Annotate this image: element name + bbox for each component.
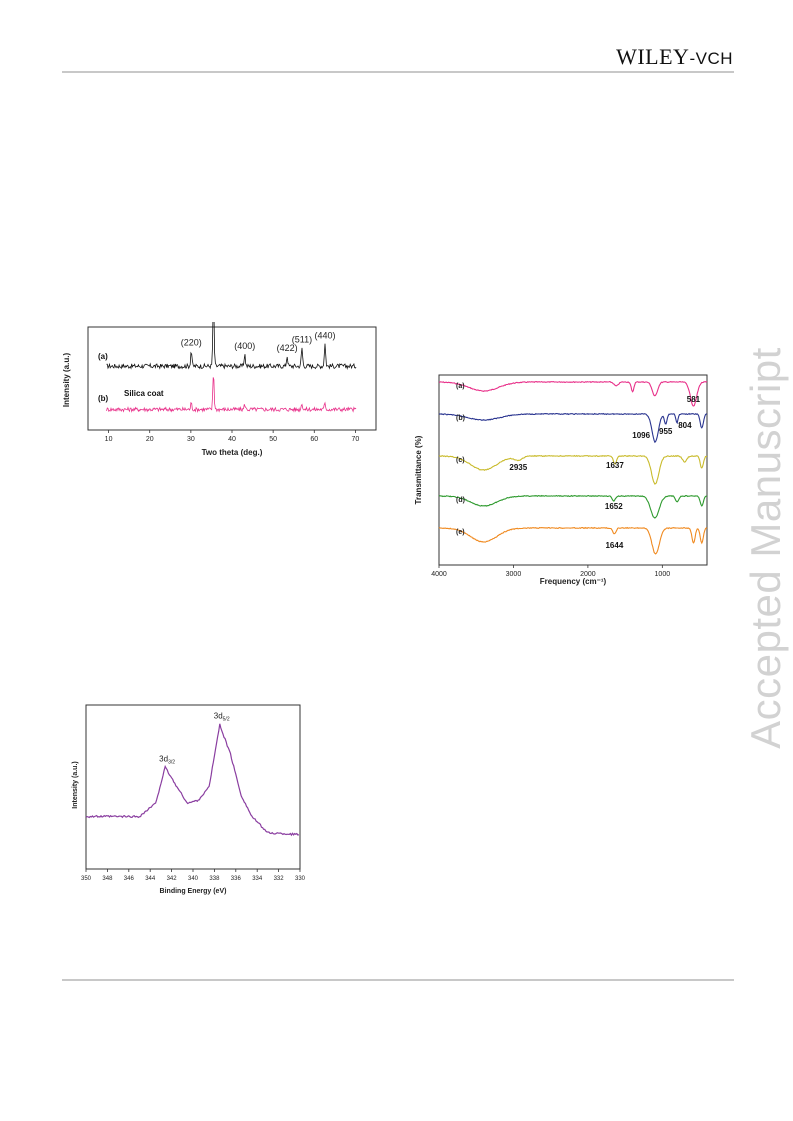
- ftir-series-label: (b): [456, 415, 465, 422]
- xps-x-tick-label: 330: [295, 876, 306, 882]
- xrd-ylabel: Intensity (a.u.): [62, 353, 71, 408]
- xrd-series-line: [106, 377, 357, 414]
- xrd-series-a-label: (a): [98, 352, 108, 361]
- xrd-peak-label: (422): [277, 343, 298, 353]
- ftir-xlabel: Frequency (cm⁻¹): [540, 577, 607, 586]
- xps-plot-frame: [85, 704, 301, 870]
- xps-ylabel: Intensity (a.u.): [72, 761, 79, 808]
- ftir-band-label: 2935: [509, 463, 527, 472]
- xps-x-tick-label: 338: [209, 876, 220, 882]
- xrd-x-tick-label: 30: [187, 436, 195, 443]
- ftir-series-line: [438, 494, 708, 519]
- xps-figure: 350 348 346 344 342 340 338 336 334 332 330 3d3/2 3d…: [72, 704, 306, 895]
- xrd-x-tick-label: 70: [352, 436, 360, 443]
- publisher-logo: WILEY-VCH: [616, 44, 733, 69]
- xrd-xlabel: Two theta (deg.): [202, 448, 263, 457]
- ftir-ylabel: Transmittance (%): [414, 435, 423, 504]
- xps-xlabel: Binding Energy (eV): [160, 888, 227, 895]
- xps-x-tick-label: 332: [274, 876, 285, 882]
- header-rule: [62, 71, 734, 73]
- xps-peak-label: 3d3/2: [159, 754, 175, 765]
- ftir-series-label: (e): [456, 529, 465, 536]
- ftir-band-label: 1644: [605, 541, 623, 550]
- xrd-x-tick-label: 20: [146, 436, 154, 443]
- xrd-peak-label: (400): [234, 341, 255, 351]
- ftir-series-label: (c): [456, 457, 465, 464]
- ftir-figure: 4000 3000 2000 1000 (a) (b) (c) (d) (e) 581 1096 95…: [414, 374, 708, 586]
- ftir-x-tick-label: 2000: [580, 571, 596, 578]
- ftir-series-line: [438, 380, 708, 407]
- ftir-band-label: 955: [659, 427, 673, 436]
- xrd-plot-frame: [87, 326, 377, 431]
- xps-x-tick-label: 350: [81, 876, 92, 882]
- accepted-manuscript-watermark: Accepted Manuscript: [742, 347, 789, 749]
- xrd-x-tick-label: 10: [105, 436, 113, 443]
- ftir-x-tick-label: 3000: [506, 571, 522, 578]
- ftir-series-line: [438, 454, 707, 485]
- xps-x-tick-label: 348: [102, 876, 113, 882]
- ftir-band-label: 1652: [605, 502, 623, 511]
- xps-peak-label: 3d5/2: [214, 712, 230, 723]
- footer-rule: [62, 979, 734, 981]
- xrd-series-b-label: (b): [98, 394, 109, 403]
- xrd-x-tick-label: 50: [269, 436, 277, 443]
- ftir-band-label: 1096: [632, 431, 650, 440]
- ftir-series-label: (a): [456, 383, 465, 390]
- ftir-x-tick-label: 1000: [655, 571, 671, 578]
- xps-x-tick-label: 346: [124, 876, 135, 882]
- xps-x-tick-label: 334: [252, 876, 263, 882]
- xps-x-tick-label: 342: [167, 876, 178, 882]
- xps-x-tick-label: 344: [145, 876, 156, 882]
- ftir-plot-frame: [438, 374, 708, 566]
- ftir-series-label: (d): [456, 497, 465, 504]
- xps-x-tick-label: 336: [231, 876, 242, 882]
- ftir-x-tick-label: 4000: [431, 571, 447, 578]
- ftir-band-label: 1637: [606, 461, 624, 470]
- xrd-figure: 10203040506070(220)(311)(400)(422)(511)(…: [62, 322, 377, 457]
- xrd-peak-label: (511): [292, 335, 312, 345]
- ftir-series-line: [438, 526, 708, 555]
- xrd-x-tick-label: 60: [310, 436, 318, 443]
- xrd-x-tick-label: 40: [228, 436, 236, 443]
- ftir-band-label: 804: [678, 421, 692, 430]
- ftir-band-label: 581: [687, 395, 701, 404]
- xps-x-tick-label: 340: [188, 876, 199, 882]
- xrd-peak-label: (220): [181, 338, 202, 348]
- xrd-series-line: [106, 322, 357, 370]
- xrd-peak-label: (440): [314, 330, 335, 340]
- ftir-series-line: [438, 412, 708, 444]
- xrd-silica-coat-label: Silica coat: [124, 389, 164, 398]
- xps-series-line: [85, 723, 300, 837]
